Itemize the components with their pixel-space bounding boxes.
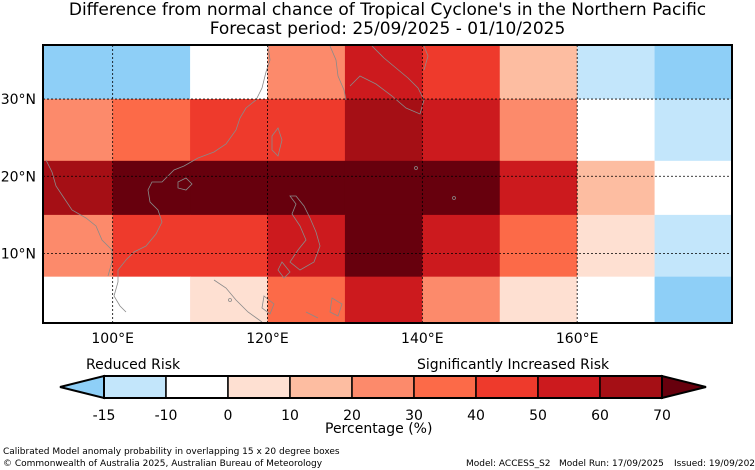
grid-cell [499,99,578,162]
grid-cell [267,276,346,324]
colorbar-bin [537,375,601,399]
colorbar-frame [103,375,663,399]
map-frame [42,44,733,324]
colorbar-tick-label: 0 [224,408,233,424]
colorbar-bin [227,375,291,399]
colorbar-tick-label: 40 [467,408,485,424]
grid-cell [112,45,191,100]
colorbar-tick-label: -15 [93,408,116,424]
grid-cell [190,160,269,216]
colorbar-bin [351,375,415,399]
colorbar-over-arrow [661,374,707,400]
grid-cell [344,276,423,324]
grid-cell [190,99,269,162]
grid-cell [267,99,346,162]
grid-cell [654,214,733,278]
grid-cell [577,276,656,324]
latitude-tick-labels: 30°N 20°N 10°N [1,92,36,262]
footer-model: Model: ACCESS_S2 [466,459,551,469]
colorbar-tick-label: 20 [343,408,361,424]
grid-cell [577,45,656,100]
colorbar-tick-labels: -15 -10 0 10 20 30 40 50 60 70 [93,408,671,424]
colorbar-tick-label: 30 [405,408,423,424]
grid-cell [577,214,656,278]
grid-cell [499,160,578,216]
grid-cell [267,45,346,100]
grid-cell [499,214,578,278]
grid-cell [344,45,423,100]
colorbar-tick-label: 70 [653,408,671,424]
grid-cell [577,160,656,216]
grid-cell [43,214,114,278]
grid-cell [654,45,733,100]
grid-cell [43,99,114,162]
grid-cell [190,214,269,278]
grid-cell [422,160,501,216]
grid-cell [43,276,114,324]
grid-cell [499,276,578,324]
grid-cell [654,276,733,324]
grid-cell [422,276,501,324]
latitude-label: 10°N [1,247,36,263]
graticule [43,45,732,323]
colorbar-bin [289,375,353,399]
grid-cell [422,45,501,100]
longitude-label: 100°E [91,331,134,347]
grid-cell [344,99,423,162]
longitude-label: 160°E [556,331,599,347]
increased-risk-label: Significantly Increased Risk [417,357,610,373]
grid-cell [112,276,191,324]
colorbar-bin [599,375,663,399]
colorbar-bin [475,375,539,399]
grid-cell [344,160,423,216]
colorbar-axis-label: Percentage (%) [325,421,433,437]
grid-cell [190,45,269,100]
grid-cell [112,214,191,278]
colorbar-bin [103,375,167,399]
colorbar-under-arrow [59,374,105,400]
longitude-tick-labels: 100°E 120°E 140°E 160°E [91,331,598,347]
footer-copyright: © Commonwealth of Australia 2025, Austra… [3,459,323,469]
grid-cell [422,214,501,278]
coastline [45,45,456,323]
grid-cell [654,160,733,216]
chart-title-line1: Difference from normal chance of Tropica… [68,0,707,20]
colorbar-tick-label: 60 [591,408,609,424]
latitude-label: 30°N [1,92,36,108]
grid-cell [112,99,191,162]
footer-note: Calibrated Model anomaly probability in … [3,447,340,457]
colorbar-tick-label: -10 [155,408,178,424]
footer-issued: Issued: 19/09/2025 [674,459,755,469]
grid-cell [43,160,114,216]
reduced-risk-label: Reduced Risk [86,357,181,373]
grid-cell [499,45,578,100]
latitude-label: 20°N [1,169,36,185]
colorbar-tick-label: 10 [281,408,299,424]
grid-cell [577,99,656,162]
colorbar [59,374,707,400]
colorbar-bin [413,375,477,399]
longitude-label: 140°E [401,331,444,347]
grid-cell [43,45,114,100]
grid-cell [267,160,346,216]
grid-cell [344,214,423,278]
colorbar-tick-label: 50 [529,408,547,424]
chart-title-line2: Forecast period: 25/09/2025 - 01/10/2025 [209,19,566,39]
longitude-label: 120°E [246,331,289,347]
grid-cell [267,214,346,278]
grid-cell [190,276,269,324]
colorbar-bin [165,375,229,399]
anomaly-grid [43,45,733,324]
grid-cell [654,99,733,162]
grid-cell [422,99,501,162]
footer-run: Model Run: 17/09/2025 [559,459,664,469]
